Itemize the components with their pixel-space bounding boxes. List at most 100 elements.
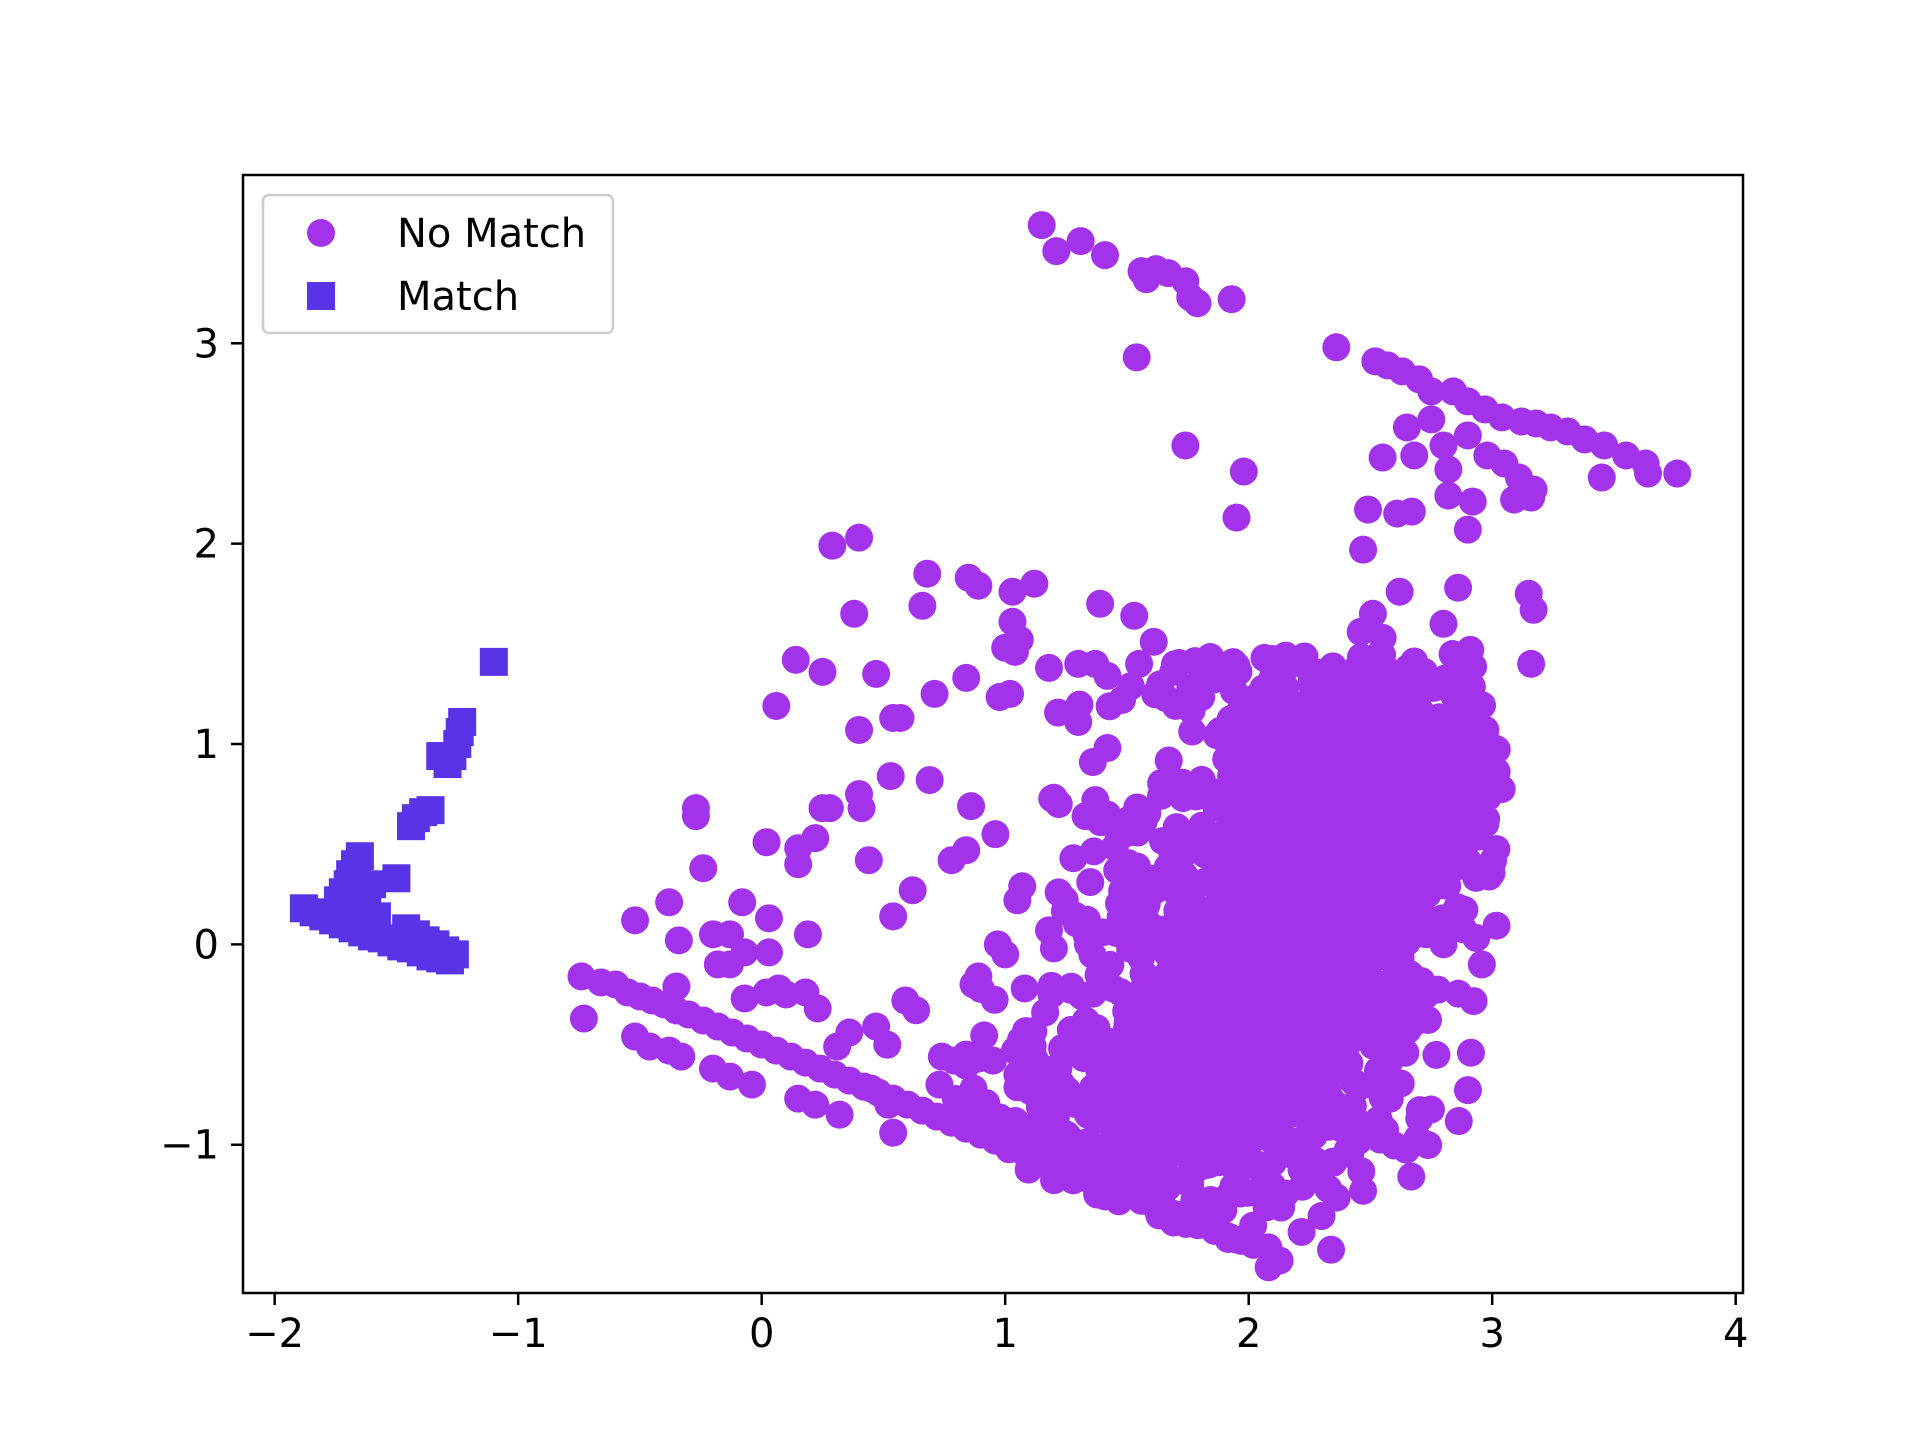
no-match-point <box>970 1021 999 1050</box>
no-match-point <box>1202 793 1231 822</box>
no-match-point <box>1133 908 1162 937</box>
no-match-point <box>1305 1106 1334 1135</box>
no-match-point <box>1127 943 1156 972</box>
no-match-point <box>1160 1071 1189 1100</box>
no-match-point <box>664 926 693 955</box>
no-match-point <box>1212 896 1241 925</box>
no-match-point <box>1139 627 1168 656</box>
no-match-point <box>781 645 810 674</box>
no-match-point <box>1259 976 1288 1005</box>
no-match-point <box>1064 707 1093 736</box>
no-match-point <box>621 906 650 935</box>
no-match-point <box>1587 463 1616 492</box>
no-match-point <box>1042 237 1071 266</box>
y-tick-label: −1 <box>160 1123 219 1169</box>
no-match-point <box>1086 589 1115 618</box>
no-match-point <box>689 854 718 883</box>
no-match-point <box>1361 892 1390 921</box>
no-match-point <box>1217 1150 1246 1179</box>
no-match-point <box>1422 1040 1451 1069</box>
no-match-point <box>1154 746 1183 775</box>
match-point <box>392 914 421 943</box>
no-match-point <box>1441 695 1470 724</box>
dense-cluster <box>873 964 1443 1246</box>
no-match-point <box>991 940 1020 969</box>
no-match-point <box>1079 979 1108 1008</box>
legend-label: No Match <box>397 211 586 257</box>
no-match-point <box>1154 981 1183 1010</box>
no-match-point <box>1283 772 1312 801</box>
no-match-point <box>1177 696 1206 725</box>
no-match-point <box>1322 333 1351 362</box>
no-match-point <box>1003 1060 1032 1089</box>
no-match-point <box>1093 661 1122 690</box>
no-match-point <box>876 762 905 791</box>
x-tick-label: 1 <box>992 1311 1017 1357</box>
no-match-point <box>1039 1078 1068 1107</box>
no-match-point <box>1387 791 1416 820</box>
no-match-point <box>1171 431 1200 460</box>
no-match-point <box>1444 1107 1473 1136</box>
no-match-point <box>1358 599 1387 628</box>
no-match-point <box>952 836 981 865</box>
no-match-point <box>1368 623 1397 652</box>
no-match-point <box>1467 950 1496 979</box>
legend: No Match Match <box>261 193 615 335</box>
no-match-point <box>980 985 1009 1014</box>
no-match-point <box>1125 870 1154 899</box>
no-match-point <box>1283 1138 1312 1167</box>
no-match-point <box>1309 1081 1338 1110</box>
no-match-point <box>1364 695 1393 724</box>
no-match-point <box>1242 1152 1271 1181</box>
no-match-point <box>1035 653 1064 682</box>
no-match-point <box>1120 601 1149 630</box>
match-point <box>426 742 455 771</box>
no-match-point <box>1368 443 1397 472</box>
no-match-point <box>1331 879 1360 908</box>
y-tick-label: 3 <box>194 321 219 367</box>
no-match-point <box>1634 459 1663 488</box>
no-match-point <box>681 802 710 831</box>
no-match-point <box>1391 976 1420 1005</box>
no-match-point <box>996 679 1025 708</box>
no-match-point <box>1098 1131 1127 1160</box>
no-match-point <box>1297 671 1326 700</box>
no-match-point <box>1106 978 1135 1007</box>
match-legend-marker <box>307 282 335 310</box>
no-match-point <box>1363 996 1392 1025</box>
no-match-point <box>886 703 915 732</box>
no-match-point <box>959 1074 988 1103</box>
no-match-point <box>1170 839 1199 868</box>
no-match-point <box>1039 934 1068 963</box>
no-match-point <box>1407 848 1436 877</box>
no-match-point <box>1400 441 1429 470</box>
no-match-point <box>1044 790 1073 819</box>
no-match-point <box>1222 651 1251 680</box>
no-match-point <box>1219 1172 1248 1201</box>
no-match-point <box>1298 918 1327 947</box>
no-match-point <box>1019 1112 1048 1141</box>
no-match-point <box>754 938 783 967</box>
no-match-point <box>1219 677 1248 706</box>
no-match-point <box>1105 889 1134 918</box>
legend-box <box>261 193 615 335</box>
no-match-point <box>1217 285 1246 314</box>
no-match-point <box>825 1100 854 1129</box>
no-match-point <box>1248 819 1277 848</box>
y-tick-label: 2 <box>194 522 219 568</box>
no-match-point <box>1517 649 1546 678</box>
no-match-point <box>1468 770 1497 799</box>
no-match-point <box>1254 1005 1283 1034</box>
no-match-point <box>801 1090 830 1119</box>
no-match-point <box>730 984 759 1013</box>
no-match-point <box>915 766 944 795</box>
no-match-point <box>957 792 986 821</box>
x-tick-label: −2 <box>245 1311 304 1357</box>
no-match-point <box>1179 900 1208 929</box>
no-match-point <box>818 531 847 560</box>
no-match-point <box>1457 672 1486 701</box>
no-match-point <box>1482 911 1511 940</box>
no-match-point <box>1392 413 1421 442</box>
no-match-point <box>1349 535 1378 564</box>
